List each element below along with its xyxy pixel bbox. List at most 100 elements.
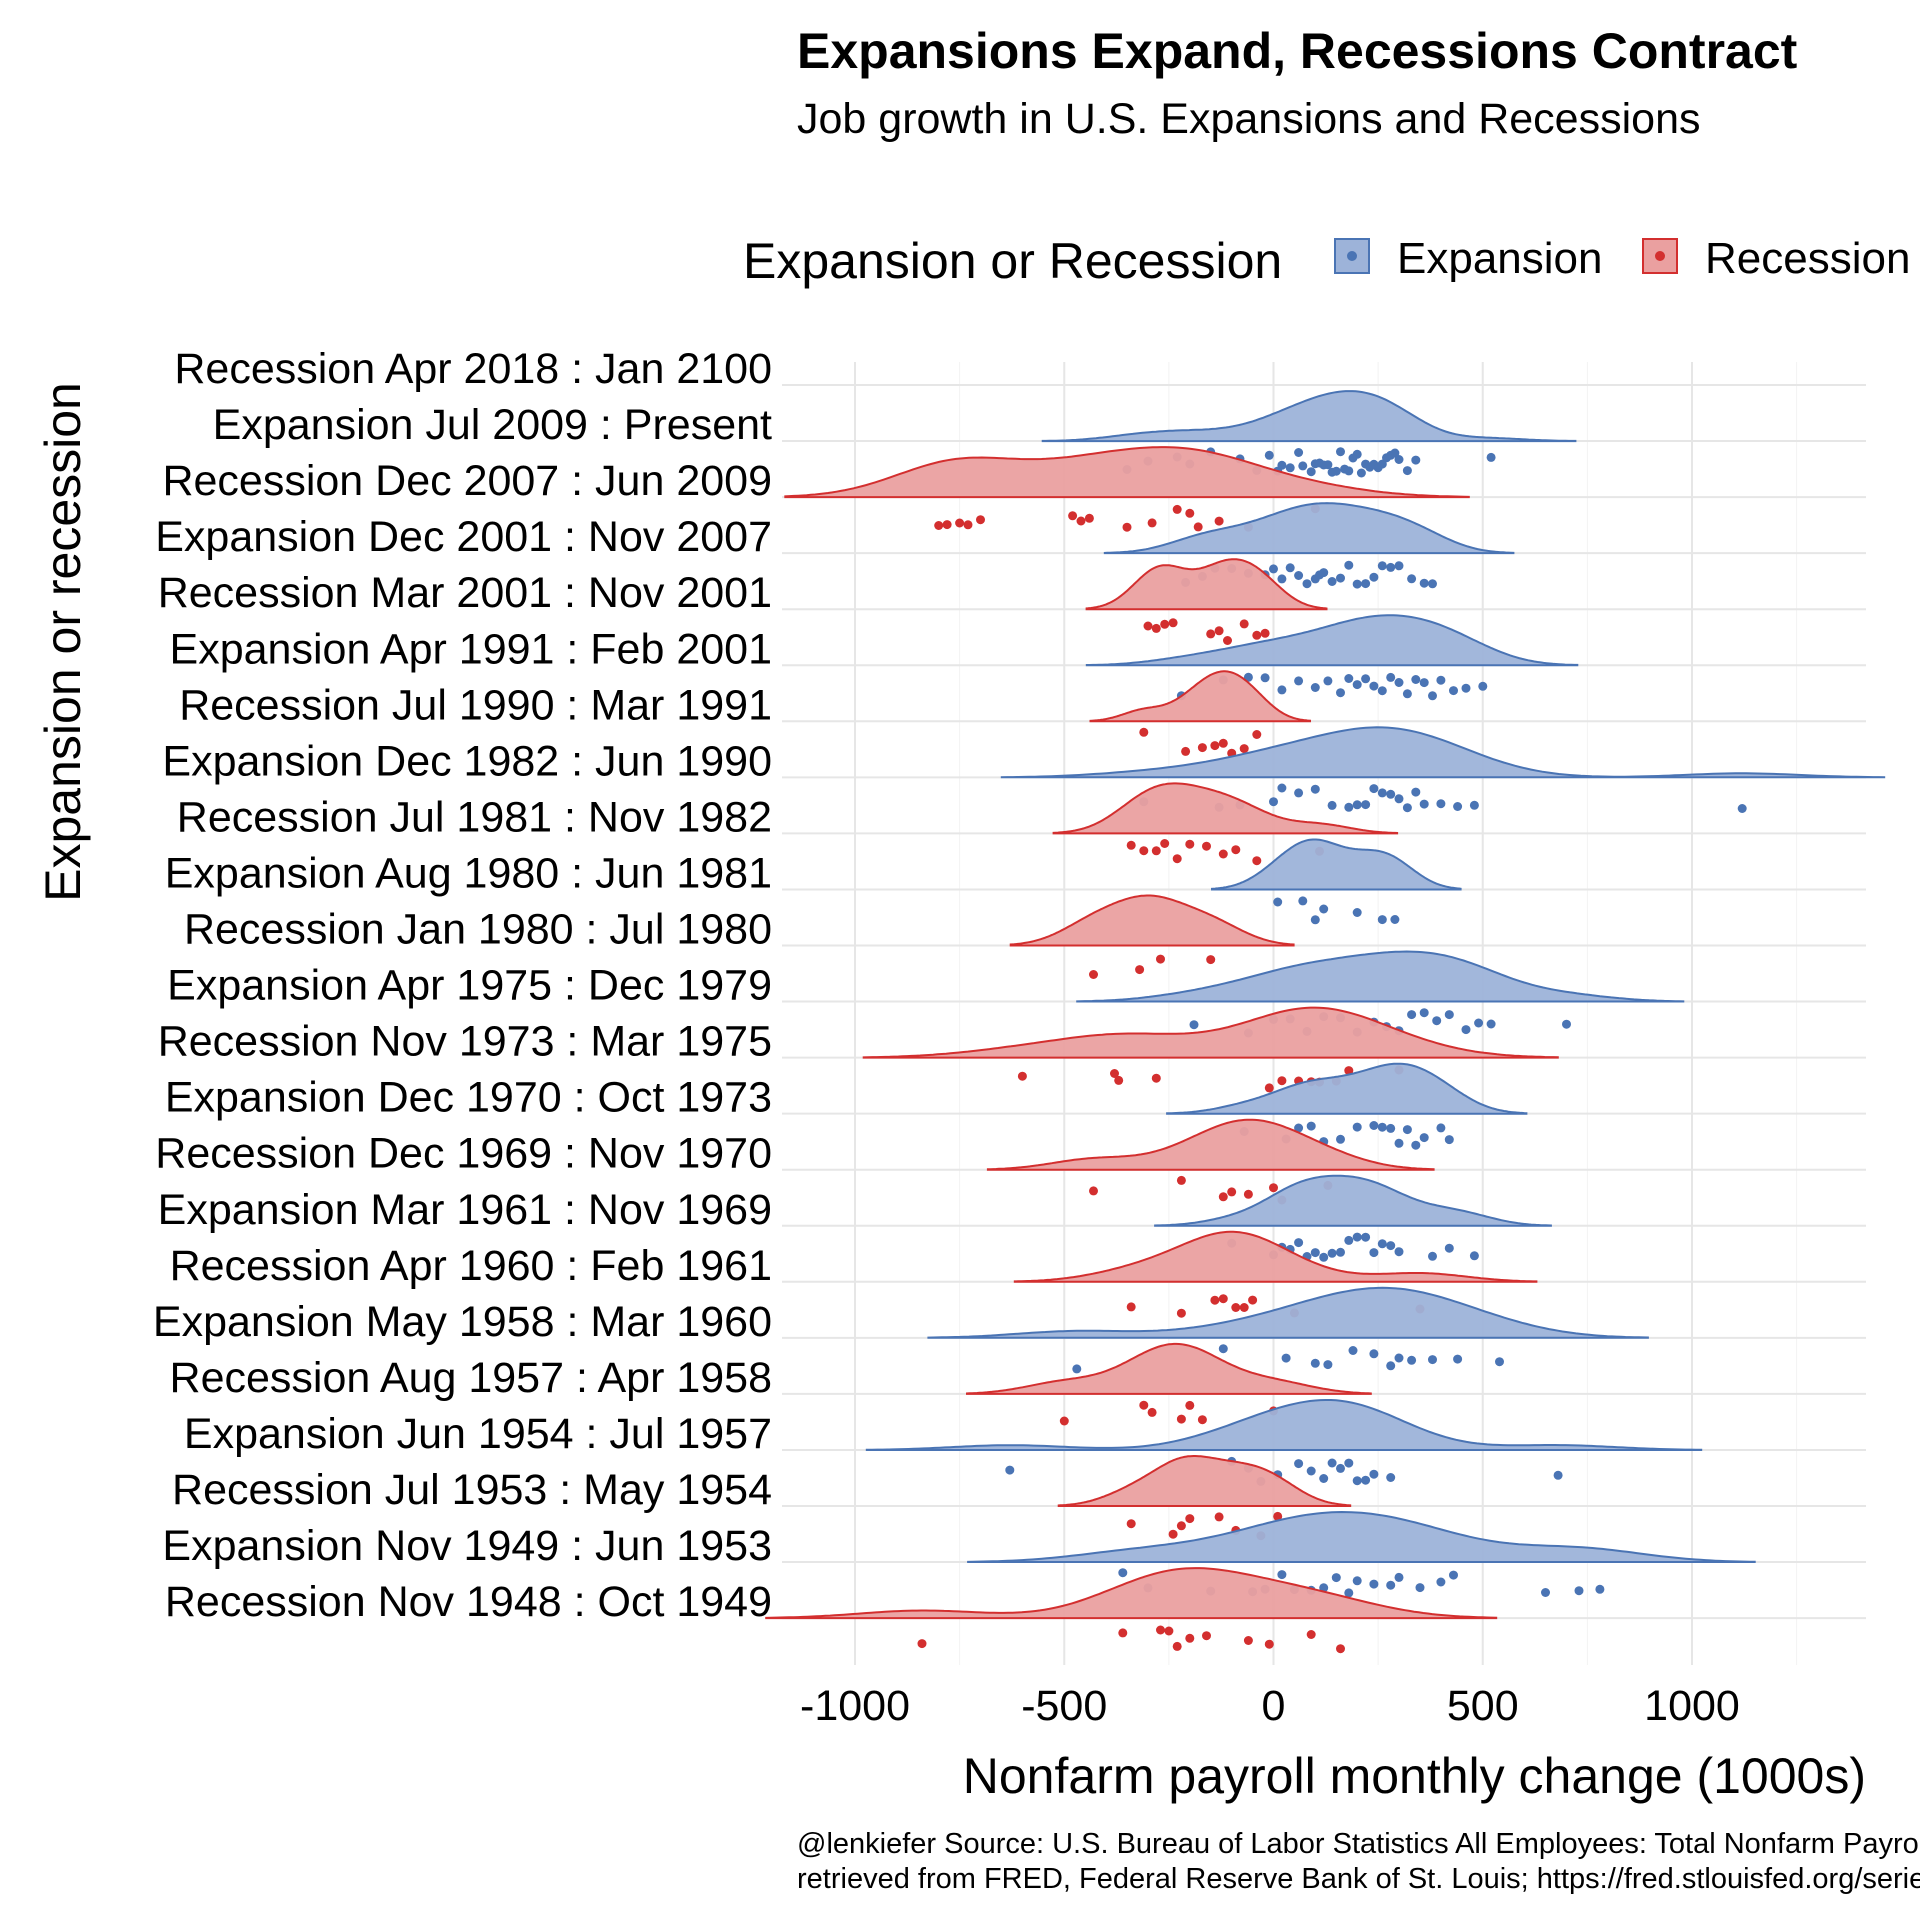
- y-tick-label: Expansion Mar 1961 : Nov 1969: [158, 1186, 772, 1234]
- data-point: [1306, 1121, 1316, 1131]
- data-point: [1306, 467, 1316, 477]
- data-point: [1737, 804, 1747, 813]
- data-point: [1206, 629, 1216, 639]
- data-point: [1336, 1644, 1345, 1654]
- data-point: [1394, 1247, 1404, 1257]
- data-point: [1264, 1083, 1274, 1093]
- data-point: [1076, 516, 1086, 526]
- data-point: [1369, 572, 1379, 582]
- data-point: [1126, 840, 1136, 850]
- y-tick-label: Recession Apr 2018 : Jan 2100: [174, 345, 772, 393]
- data-point: [1336, 1134, 1345, 1144]
- data-point: [1156, 954, 1165, 964]
- data-point: [1306, 1630, 1316, 1639]
- data-point: [1214, 626, 1224, 636]
- data-point: [1331, 1573, 1341, 1583]
- data-point: [1469, 1251, 1479, 1261]
- data-point: [1486, 452, 1496, 462]
- series-recession: [862, 1006, 1559, 1093]
- data-point: [1394, 561, 1404, 571]
- data-point: [1172, 1641, 1182, 1651]
- data-point: [976, 515, 985, 525]
- data-point: [1419, 1008, 1429, 1018]
- data-point: [1218, 738, 1228, 748]
- y-tick-label: Expansion Dec 1970 : Oct 1973: [165, 1074, 772, 1122]
- y-tick-label: Recession Jul 1990 : Mar 1991: [179, 681, 772, 729]
- data-point: [1181, 746, 1191, 756]
- data-point: [1436, 1577, 1446, 1587]
- data-point: [1294, 1238, 1304, 1248]
- data-point: [1553, 1470, 1563, 1480]
- data-point: [1411, 455, 1421, 465]
- data-point: [1352, 680, 1362, 690]
- legend-key-expansion: [1334, 238, 1370, 274]
- data-point: [1361, 1475, 1371, 1485]
- data-point: [1273, 1511, 1283, 1521]
- data-point: [1344, 1235, 1354, 1245]
- data-point: [1369, 1579, 1379, 1589]
- data-point: [1352, 579, 1362, 589]
- data-point: [1402, 803, 1412, 813]
- data-point: [1193, 522, 1203, 532]
- data-point: [1436, 799, 1446, 809]
- density-recession: [1013, 1230, 1538, 1283]
- legend-key-recession-dot: [1655, 251, 1665, 261]
- data-point: [1084, 513, 1094, 523]
- data-point: [1252, 856, 1262, 866]
- x-tick-label: 0: [1262, 1682, 1286, 1730]
- data-point: [1361, 579, 1371, 589]
- data-point: [1344, 1588, 1354, 1598]
- series-recession: [765, 1567, 1498, 1654]
- data-point: [1294, 1123, 1304, 1133]
- data-point: [1218, 1294, 1228, 1304]
- data-point: [1344, 560, 1354, 570]
- data-point: [1411, 1140, 1421, 1150]
- density-recession: [1089, 670, 1311, 723]
- data-point: [942, 520, 952, 530]
- data-point: [1386, 562, 1396, 572]
- data-point: [1294, 571, 1304, 580]
- data-point: [1168, 1529, 1178, 1539]
- data-point: [1319, 568, 1329, 578]
- data-point: [1453, 802, 1463, 811]
- data-point: [1352, 1476, 1362, 1486]
- y-tick-label: Expansion Nov 1949 : Jun 1953: [162, 1522, 772, 1570]
- data-point: [1444, 1135, 1454, 1145]
- y-tick-label: Recession Nov 1948 : Oct 1949: [165, 1578, 772, 1626]
- data-point: [1160, 839, 1170, 848]
- data-point: [1419, 678, 1429, 688]
- density-recession: [765, 1567, 1498, 1620]
- data-point: [1428, 579, 1437, 589]
- data-point: [1310, 1358, 1320, 1368]
- data-point: [1361, 800, 1371, 810]
- density-expansion: [1211, 838, 1462, 891]
- y-tick-label: Expansion Dec 2001 : Nov 2007: [155, 513, 772, 561]
- data-point: [1252, 730, 1262, 739]
- data-point: [1444, 1010, 1454, 1020]
- data-point: [1344, 1458, 1354, 1468]
- data-point: [1122, 522, 1132, 532]
- series-layer: [765, 390, 1886, 1654]
- series-recession: [784, 446, 1470, 532]
- data-point: [1352, 800, 1362, 810]
- data-point: [1369, 1248, 1379, 1258]
- density-recession: [784, 446, 1470, 499]
- series-recession: [1057, 1455, 1352, 1541]
- density-recession: [986, 1118, 1435, 1171]
- density-expansion: [1154, 1174, 1552, 1227]
- data-point: [1202, 1631, 1211, 1641]
- density-recession: [1009, 894, 1295, 947]
- data-point: [1277, 574, 1287, 584]
- data-point: [1344, 1066, 1354, 1076]
- data-point: [1089, 970, 1098, 979]
- data-point: [1281, 1353, 1291, 1363]
- data-point: [1218, 849, 1228, 859]
- data-point: [1348, 1346, 1358, 1355]
- data-point: [1478, 681, 1488, 691]
- y-tick-label: Recession Dec 2007 : Jun 2009: [162, 457, 772, 505]
- data-point: [1352, 449, 1362, 459]
- data-point: [1407, 1355, 1417, 1365]
- data-point: [1336, 447, 1345, 457]
- density-expansion: [1085, 614, 1579, 667]
